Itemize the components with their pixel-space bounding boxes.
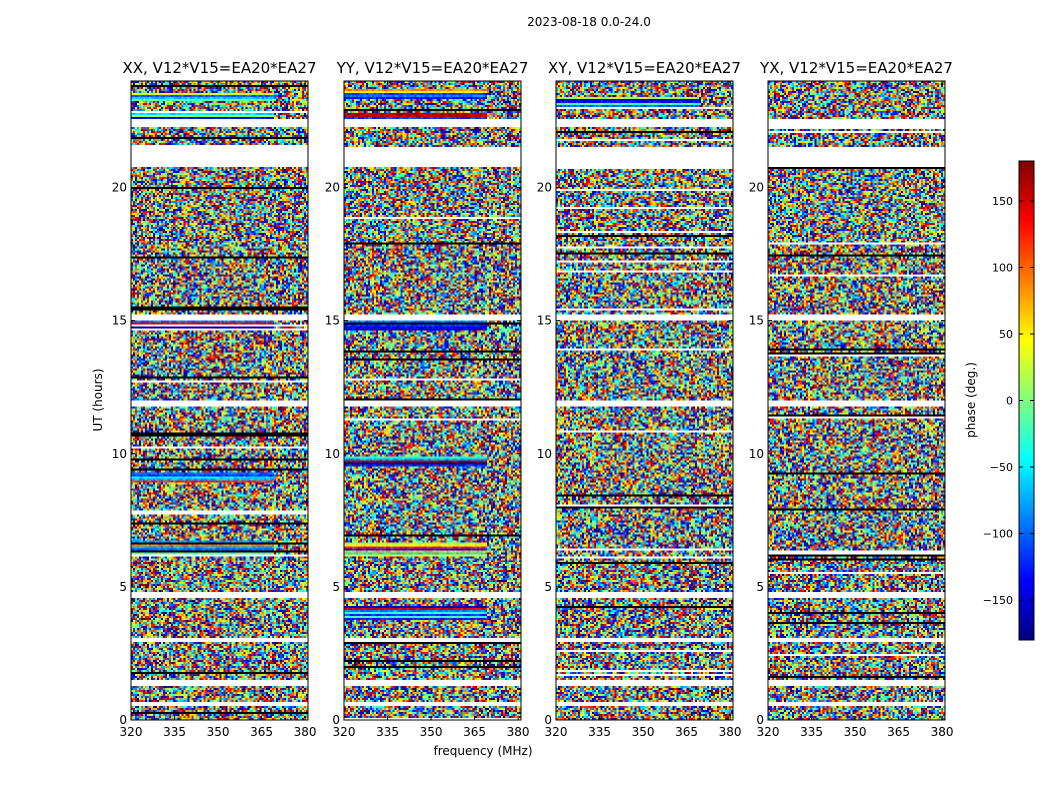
shared-y-axis-label: UT (hours) bbox=[91, 368, 105, 431]
panel-3: YX, V12*V15=EA20*EA27 320 335 350 365 380 0 5 10… bbox=[749, 59, 954, 739]
colorbar-tick-label: 50 bbox=[999, 328, 1013, 341]
y-tick-label: 5 bbox=[332, 580, 340, 594]
x-tick-label: 320 bbox=[545, 725, 568, 739]
panel-1: YY, V12*V15=EA20*EA27 320 335 350 365 380 0 5 10… bbox=[325, 59, 530, 739]
y-tick-label: 15 bbox=[749, 314, 764, 328]
x-tick-label: 365 bbox=[675, 725, 698, 739]
plot-frame-1 bbox=[343, 80, 522, 721]
x-tick-label: 365 bbox=[887, 725, 910, 739]
plot-frame-2 bbox=[555, 80, 734, 721]
x-tick-label: 320 bbox=[757, 725, 780, 739]
x-tick-label: 350 bbox=[632, 725, 655, 739]
x-tick-label: 365 bbox=[250, 725, 273, 739]
y-tick-label: 20 bbox=[325, 181, 340, 195]
x-tick-label: 335 bbox=[163, 725, 186, 739]
plot-frame-3 bbox=[767, 80, 946, 721]
heatmap-image-1 bbox=[344, 81, 521, 720]
y-tick-label: 15 bbox=[112, 314, 127, 328]
y-tick-label: 5 bbox=[119, 580, 127, 594]
y-tick-label: 10 bbox=[325, 447, 340, 461]
x-tick-label: 335 bbox=[588, 725, 611, 739]
x-tick-label: 380 bbox=[507, 725, 530, 739]
panel-0: XX, V12*V15=EA20*EA27 320 335 350 365 380 0 5 10… bbox=[112, 59, 317, 739]
colorbar: 150 100 50 0 −50 −100 −150 phase (deg.) bbox=[964, 160, 1035, 641]
y-tick-label: 20 bbox=[112, 181, 127, 195]
y-tick-label: 10 bbox=[112, 447, 127, 461]
colorbar-tick-label: 150 bbox=[992, 195, 1013, 208]
panel-title-1: YY, V12*V15=EA20*EA27 bbox=[336, 59, 529, 77]
colorbar-tick-label: −100 bbox=[983, 528, 1013, 541]
y-tick-label: 20 bbox=[537, 181, 552, 195]
panel-title-2: XY, V12*V15=EA20*EA27 bbox=[548, 59, 741, 77]
y-tick-label: 0 bbox=[544, 713, 552, 727]
x-tick-label: 320 bbox=[120, 725, 143, 739]
y-tick-label: 0 bbox=[332, 713, 340, 727]
x-tick-label: 380 bbox=[931, 725, 954, 739]
x-tick-label: 335 bbox=[800, 725, 823, 739]
heatmap-image-0 bbox=[131, 81, 308, 720]
y-tick-label: 20 bbox=[749, 181, 764, 195]
colorbar-tick-label: 0 bbox=[1006, 395, 1013, 408]
colorbar-tick-label: −50 bbox=[990, 461, 1013, 474]
colorbar-label: phase (deg.) bbox=[964, 362, 978, 438]
figure-suptitle: 2023-08-18 0.0-24.0 bbox=[527, 15, 651, 29]
y-tick-label: 15 bbox=[325, 314, 340, 328]
x-tick-label: 350 bbox=[844, 725, 867, 739]
y-tick-label: 0 bbox=[119, 713, 127, 727]
x-tick-label: 365 bbox=[463, 725, 486, 739]
panel-2: XY, V12*V15=EA20*EA27 320 335 350 365 380 0 5 10… bbox=[537, 59, 742, 739]
panel-title-3: YX, V12*V15=EA20*EA27 bbox=[759, 59, 953, 77]
heatmap-image-2 bbox=[556, 81, 733, 720]
panel-title-0: XX, V12*V15=EA20*EA27 bbox=[122, 59, 316, 77]
colorbar-tick-label: 100 bbox=[992, 261, 1013, 274]
x-tick-label: 320 bbox=[333, 725, 356, 739]
heatmap-image-3 bbox=[768, 81, 945, 720]
x-tick-label: 350 bbox=[207, 725, 230, 739]
shared-x-axis-label: frequency (MHz) bbox=[433, 744, 532, 758]
y-tick-label: 15 bbox=[537, 314, 552, 328]
y-tick-label: 10 bbox=[537, 447, 552, 461]
x-tick-label: 335 bbox=[376, 725, 399, 739]
x-tick-label: 380 bbox=[719, 725, 742, 739]
x-tick-label: 350 bbox=[420, 725, 443, 739]
plot-frame-0 bbox=[130, 80, 309, 721]
colorbar-tick-label: −150 bbox=[983, 594, 1013, 607]
y-tick-label: 10 bbox=[749, 447, 764, 461]
y-tick-label: 5 bbox=[756, 580, 764, 594]
x-tick-label: 380 bbox=[294, 725, 317, 739]
y-tick-label: 5 bbox=[544, 580, 552, 594]
y-tick-label: 0 bbox=[756, 713, 764, 727]
